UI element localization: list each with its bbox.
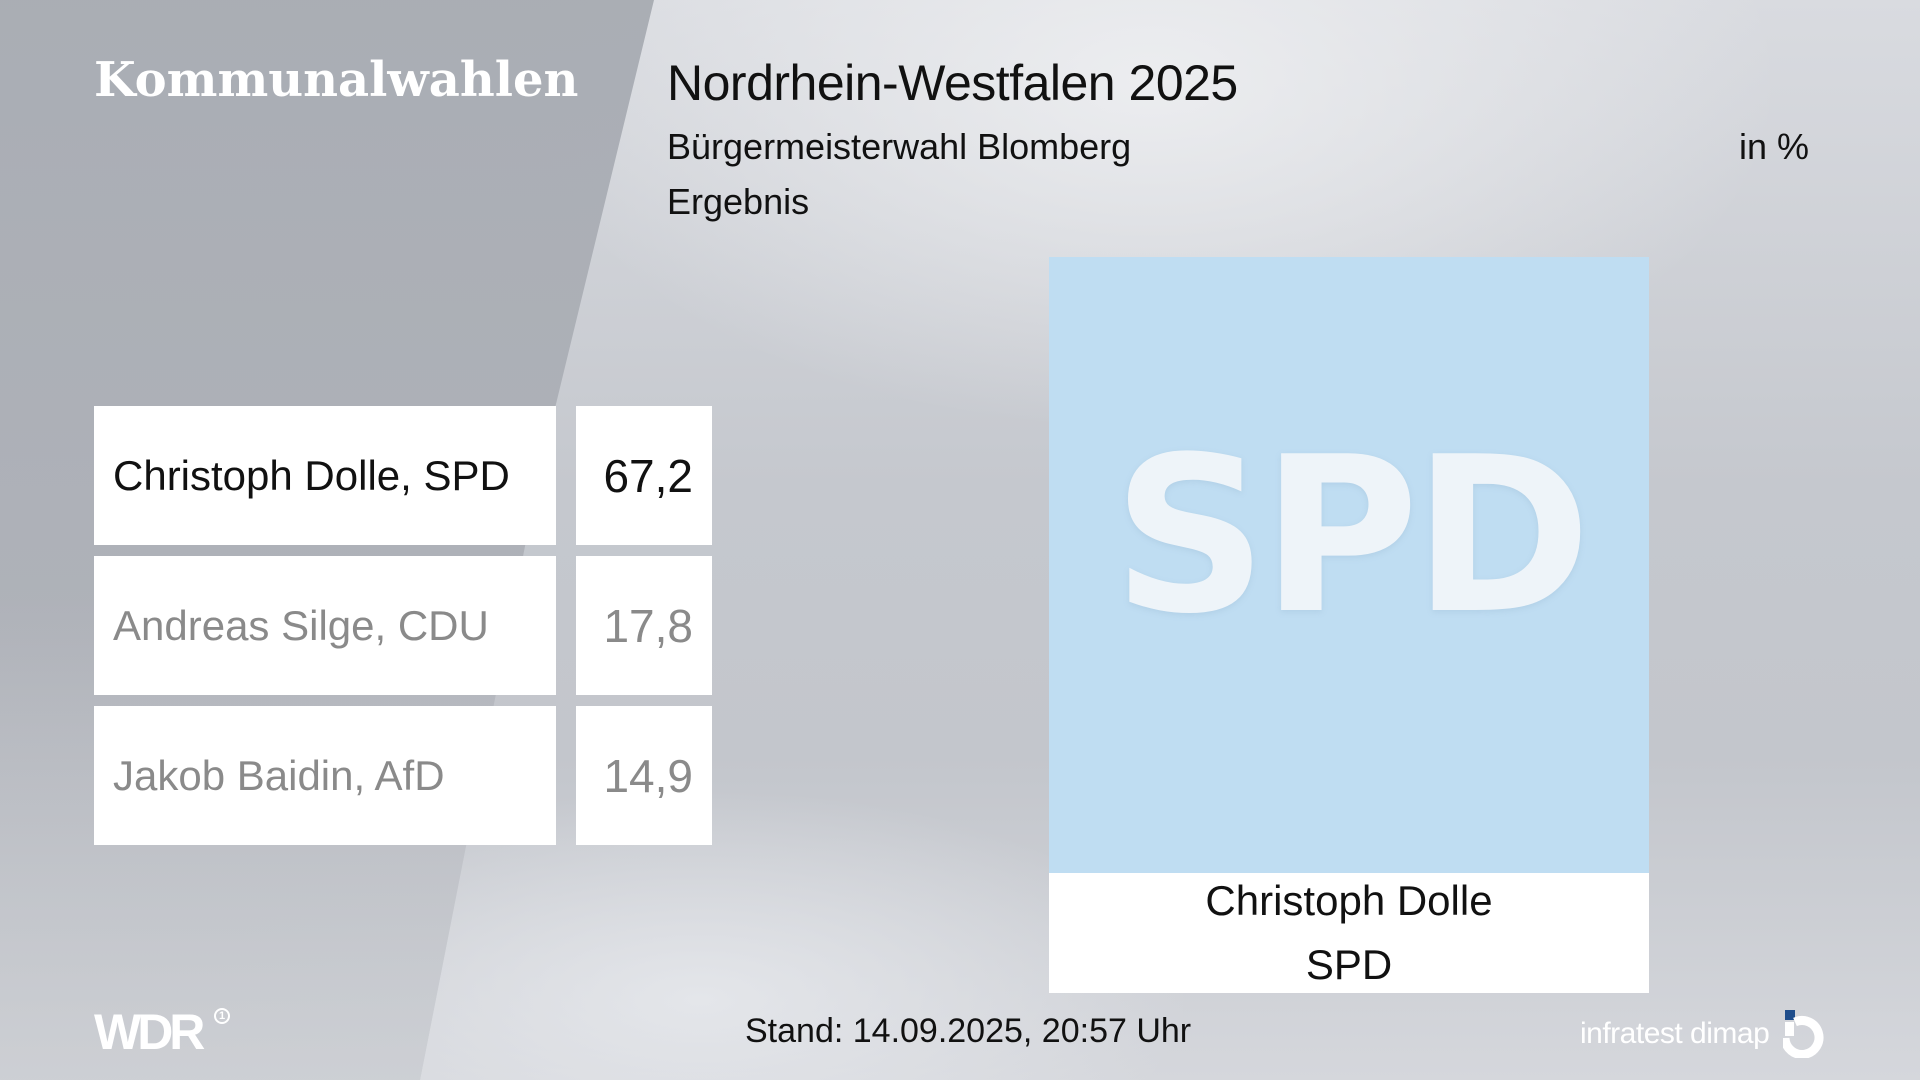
spd-logo-icon: SPD xyxy=(1112,409,1592,661)
results-table: Christoph Dolle, SPD 67,2 Andreas Silge,… xyxy=(94,406,712,856)
wdr-logo-text: WDR xyxy=(94,1004,205,1060)
winner-label: Christoph Dolle SPD xyxy=(1049,873,1649,993)
winner-name: Christoph Dolle xyxy=(1205,877,1493,924)
page-title: Nordrhein-Westfalen 2025 xyxy=(667,55,1238,111)
wdr-logo: WDR 1 xyxy=(94,1007,230,1057)
pollster-name: infratest dimap xyxy=(1580,1017,1770,1050)
infratest-dimap-logo: infratest dimap xyxy=(1580,1010,1829,1059)
unit-label: in % xyxy=(1739,126,1810,167)
timestamp: Stand: 14.09.2025, 20:57 Uhr xyxy=(745,1012,1192,1050)
winner-card: SPD Christoph Dolle SPD xyxy=(1049,257,1649,993)
infratest-dimap-icon xyxy=(1780,1010,1829,1059)
result-label: Ergebnis xyxy=(667,181,810,222)
result-row: Christoph Dolle, SPD 67,2 xyxy=(94,406,712,545)
candidate-percent: 67,2 xyxy=(576,406,712,545)
result-row: Jakob Baidin, AfD 14,9 xyxy=(94,706,712,845)
candidate-name: Christoph Dolle, SPD xyxy=(94,406,556,545)
election-subtitle: Bürgermeisterwahl Blomberg xyxy=(667,126,1132,167)
candidate-percent: 17,8 xyxy=(576,556,712,695)
winner-party: SPD xyxy=(1305,941,1393,988)
candidate-percent: 14,9 xyxy=(576,706,712,845)
candidate-name: Andreas Silge, CDU xyxy=(94,556,556,695)
result-row: Andreas Silge, CDU 17,8 xyxy=(94,556,712,695)
ard-one-icon: 1 xyxy=(214,1008,230,1024)
brand-title: Kommunalwahlen xyxy=(94,52,579,108)
party-logo-panel: SPD xyxy=(1049,257,1649,873)
candidate-name: Jakob Baidin, AfD xyxy=(94,706,556,845)
